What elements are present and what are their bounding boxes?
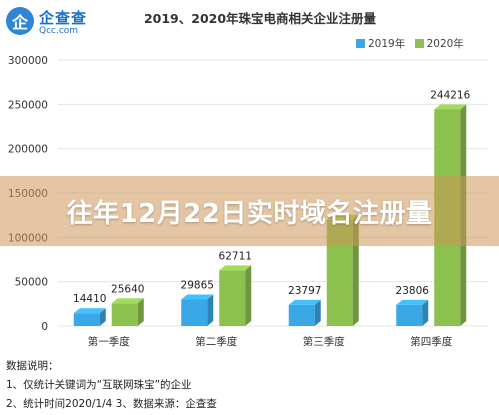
logo-mark: 企 <box>6 7 34 35</box>
data-label: 14410 <box>73 293 106 305</box>
x-tick-label: 第一季度 <box>88 335 130 348</box>
bar-side <box>422 299 429 326</box>
bar-front <box>396 304 423 326</box>
bar-front <box>288 304 315 326</box>
data-label: 23806 <box>396 285 430 297</box>
bar-top <box>111 298 144 304</box>
y-tick-label: 0 <box>41 321 48 333</box>
legend-swatch-2020 <box>414 39 424 48</box>
logo-name: 企查查 <box>39 9 88 27</box>
logo: 企 企查查 Qcc.com <box>6 5 106 39</box>
bar-front <box>73 313 100 326</box>
bar-chart: 0500001000001500002000002500003000001441… <box>8 55 488 348</box>
y-tick-label: 250000 <box>8 99 48 111</box>
notes-line-2: 2、统计时间2020/1/4 3、数据来源：企查查 <box>6 398 217 410</box>
bar-top <box>181 294 214 300</box>
x-tick-label: 第四季度 <box>410 335 452 348</box>
data-label: 62711 <box>219 250 252 262</box>
legend-label-2020: 2020年 <box>426 38 464 50</box>
bar-top <box>288 299 321 305</box>
legend-item-2019: 2019年 <box>356 36 405 51</box>
banner-text: 往年12月22日实时域名注册量 <box>66 198 433 229</box>
bar-top <box>396 299 429 305</box>
x-tick-label: 第三季度 <box>303 335 345 348</box>
bar-front <box>219 270 246 326</box>
x-tick-label: 第二季度 <box>195 335 237 348</box>
data-label: 244216 <box>430 89 470 101</box>
bar-side <box>207 294 214 326</box>
y-tick-label: 300000 <box>8 55 48 67</box>
logo-url: Qcc.com <box>39 26 79 36</box>
chart-legend: 2019年 2020年 <box>356 36 470 50</box>
bar-front <box>111 303 138 326</box>
bar-top <box>434 104 467 110</box>
notes-line-1: 1、仅统计关键词为“互联网珠宝”的企业 <box>6 379 192 391</box>
data-label: 29865 <box>181 280 214 292</box>
data-label: 25640 <box>111 283 144 295</box>
data-label: 23797 <box>288 285 321 297</box>
chart-title: 2019、2020年珠宝电商相关企业注册量 <box>143 11 377 26</box>
legend-item-2020: 2020年 <box>414 36 464 51</box>
bar-front <box>181 299 208 326</box>
bar-side <box>314 299 321 326</box>
y-tick-label: 200000 <box>8 144 48 156</box>
data-notes: 数据说明： 1、仅统计关键词为“互联网珠宝”的企业 2、统计时间2020/1/4… <box>6 357 217 414</box>
title-banner: 往年12月22日实时域名注册量 <box>0 176 499 246</box>
bar-side <box>245 265 252 326</box>
notes-heading: 数据说明： <box>6 360 59 372</box>
legend-label-2019: 2019年 <box>368 38 406 50</box>
bar-top <box>219 265 252 271</box>
bar-top <box>73 308 106 314</box>
bar-side <box>99 308 106 326</box>
bar-side <box>137 298 144 326</box>
legend-swatch-2019 <box>356 39 365 48</box>
y-tick-label: 50000 <box>15 277 48 289</box>
